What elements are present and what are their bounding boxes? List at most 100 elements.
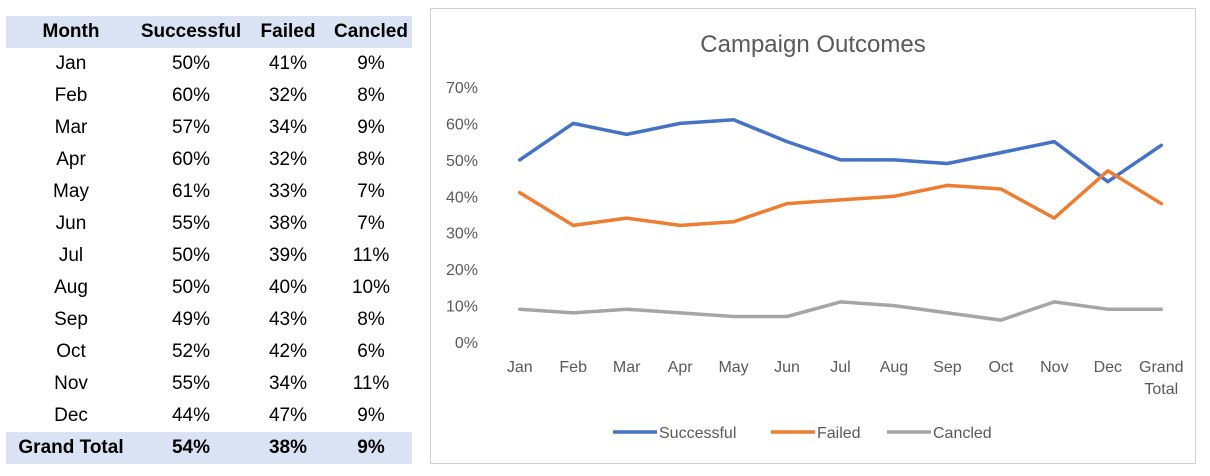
x-tick-label: Apr [668, 359, 694, 376]
cell-cancled: 10% [351, 277, 391, 298]
y-tick-label: 60% [446, 116, 478, 133]
x-tick-label: Grand Total [1139, 359, 1183, 398]
legend-label-successful: Successful [659, 425, 736, 442]
chart-title: Campaign Outcomes [700, 31, 925, 58]
cell-cancled: 8% [357, 309, 385, 330]
cell-cancled: 9% [357, 405, 385, 426]
y-axis: 0% 10% 20% 30% 40% 50% 60% 70% [446, 80, 478, 352]
cell-successful: 52% [171, 341, 211, 362]
campaign-outcomes-chart: Campaign Outcomes 0% 10% 20% 30% 40% 50% 60% 70… [446, 31, 1184, 442]
cell-successful: 44% [171, 405, 211, 426]
total-label: Grand Total [6, 432, 136, 464]
table-row: Mar 57% 34% 9% [6, 112, 412, 144]
outcomes-table: Month Successful Failed Cancled Jan 50% 41… [6, 16, 412, 464]
chart-panel: Campaign Outcomes 0% 10% 20% 30% 40% 50% 60% 70… [430, 8, 1196, 464]
cell-failed: 42% [268, 341, 308, 362]
table-row: Oct 52% 42% 6% [6, 336, 412, 368]
table-row: Feb 60% 32% 8% [6, 80, 412, 112]
cell-successful: 49% [171, 309, 211, 330]
cell-month: May [53, 181, 89, 202]
x-tick-label: May [718, 359, 748, 376]
total-failed: 38% [246, 432, 330, 464]
cell-cancled: 9% [357, 53, 385, 74]
cell-failed: 39% [268, 245, 308, 266]
y-tick-label: 50% [446, 153, 478, 170]
cell-cancled: 8% [357, 85, 385, 106]
cell-failed: 47% [268, 405, 308, 426]
cell-month: Mar [54, 117, 88, 138]
cell-cancled: 11% [352, 373, 390, 394]
cell-failed: 32% [268, 85, 308, 106]
table-row: Jun 55% 38% 7% [6, 208, 412, 240]
cell-month: Dec [54, 405, 88, 426]
cell-successful: 57% [171, 117, 211, 138]
cell-failed: 43% [268, 309, 308, 330]
table-row: Nov 55% 34% 11% [6, 368, 412, 400]
cell-cancled: 11% [352, 245, 390, 266]
series-lines [517, 118, 1164, 322]
series-line-successful [517, 118, 1164, 184]
x-tick-label: Mar [613, 359, 641, 376]
y-tick-label: 20% [446, 262, 478, 279]
table-row: Dec 44% 47% 9% [6, 400, 412, 432]
x-axis: Jan Feb Mar Apr May Jun Jul Aug Sep Oct Nov Dec Gran… [507, 359, 1184, 398]
series-line-failed [517, 169, 1164, 228]
cell-successful: 50% [171, 277, 211, 298]
cell-failed: 41% [268, 53, 308, 74]
table-row: Aug 50% 40% 10% [6, 272, 412, 304]
x-tick-label: Dec [1094, 359, 1122, 376]
cell-cancled: 7% [357, 213, 385, 234]
cell-month: Aug [54, 277, 88, 298]
y-tick-label: 40% [446, 189, 478, 206]
cell-failed: 40% [268, 277, 308, 298]
cell-failed: 34% [268, 117, 308, 138]
y-tick-label: 70% [446, 80, 478, 97]
legend-label-failed: Failed [817, 425, 861, 442]
table-total-row: Grand Total 54% 38% 9% [6, 432, 412, 464]
cell-month: Jul [58, 245, 84, 266]
header-failed: Failed [246, 16, 330, 48]
x-tick-label: Feb [559, 359, 587, 376]
x-tick-label: Jul [830, 359, 850, 376]
cell-failed: 38% [268, 213, 308, 234]
cell-successful: 50% [171, 245, 211, 266]
header-cancled: Cancled [330, 16, 412, 48]
x-tick-label: Oct [988, 359, 1013, 376]
cell-month: Oct [56, 341, 86, 362]
cell-successful: 61% [171, 181, 211, 202]
cell-month: Feb [54, 85, 88, 106]
cell-month: Apr [56, 149, 86, 170]
cell-cancled: 6% [357, 341, 385, 362]
table-row: Jan 50% 41% 9% [6, 48, 412, 80]
x-tick-label: Jan [507, 359, 533, 376]
cell-failed: 32% [268, 149, 308, 170]
legend-label-cancled: Cancled [933, 425, 992, 442]
cell-failed: 33% [268, 181, 308, 202]
cell-failed: 34% [268, 373, 308, 394]
y-tick-label: 0% [455, 335, 478, 352]
table-row: Apr 60% 32% 8% [6, 144, 412, 176]
table-header-row: Month Successful Failed Cancled [6, 16, 412, 48]
header-month: Month [6, 16, 136, 48]
cell-month: Jan [55, 53, 87, 74]
y-tick-label: 30% [446, 226, 478, 243]
header-successful: Successful [136, 16, 246, 48]
cell-cancled: 7% [357, 181, 385, 202]
x-tick-label: Aug [880, 359, 908, 376]
table-row: Jul 50% 39% 11% [6, 240, 412, 272]
series-line-cancled [517, 300, 1164, 322]
total-cancled: 9% [330, 432, 412, 464]
cell-successful: 55% [171, 373, 211, 394]
cell-successful: 60% [171, 85, 211, 106]
cell-cancled: 8% [357, 149, 385, 170]
total-successful: 54% [136, 432, 246, 464]
x-tick-label: Sep [933, 359, 962, 376]
cell-successful: 55% [171, 213, 211, 234]
cell-successful: 50% [171, 53, 211, 74]
y-tick-label: 10% [446, 299, 478, 316]
cell-cancled: 9% [357, 117, 385, 138]
cell-month: Jun [55, 213, 87, 234]
table-row: May 61% 33% 7% [6, 176, 412, 208]
cell-successful: 60% [171, 149, 211, 170]
